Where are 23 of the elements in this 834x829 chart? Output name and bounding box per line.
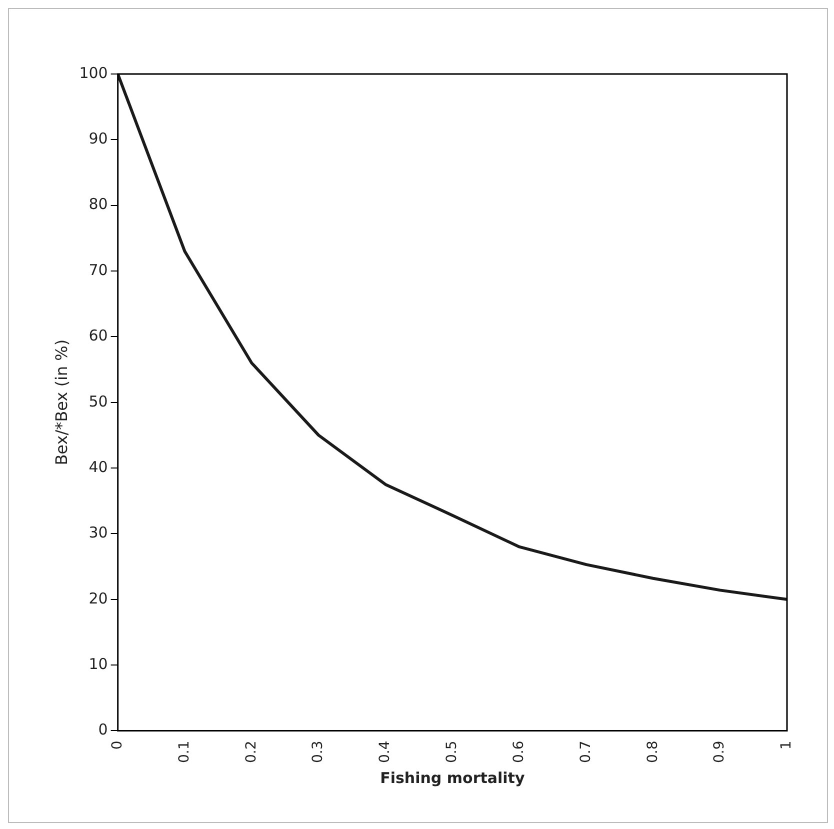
x-tick-label: 0.3 bbox=[310, 740, 326, 763]
x-tick-label: 0.2 bbox=[243, 740, 260, 763]
x-tick-label: 0.9 bbox=[712, 740, 728, 763]
y-tick-label: 70 bbox=[88, 260, 108, 279]
y-tick-label: 10 bbox=[88, 654, 108, 673]
x-tick-label: 0.6 bbox=[510, 740, 527, 763]
y-tick-label: 50 bbox=[88, 392, 108, 410]
y-tick-label: 30 bbox=[88, 524, 108, 542]
y-tick-label: 40 bbox=[88, 458, 108, 476]
y-tick-label: 80 bbox=[88, 195, 108, 214]
x-axis-title: Fishing mortality bbox=[380, 768, 525, 787]
y-tick-label: 100 bbox=[79, 64, 108, 82]
x-tick-label: 1 bbox=[778, 740, 795, 750]
x-tick-label: 0.7 bbox=[578, 740, 594, 763]
x-tick-label: 0.1 bbox=[176, 740, 192, 763]
y-axis-title: Bex/*Bex (in %) bbox=[52, 339, 71, 466]
y-tick-label: 60 bbox=[88, 326, 108, 345]
y-tick-label: 90 bbox=[88, 130, 108, 148]
x-tick-label: 0 bbox=[109, 740, 126, 750]
x-tick-label: 0.8 bbox=[644, 740, 661, 763]
x-tick-label: 0.4 bbox=[377, 740, 394, 763]
x-tick-label: 0.5 bbox=[444, 740, 460, 763]
y-tick-label: 20 bbox=[88, 589, 108, 608]
